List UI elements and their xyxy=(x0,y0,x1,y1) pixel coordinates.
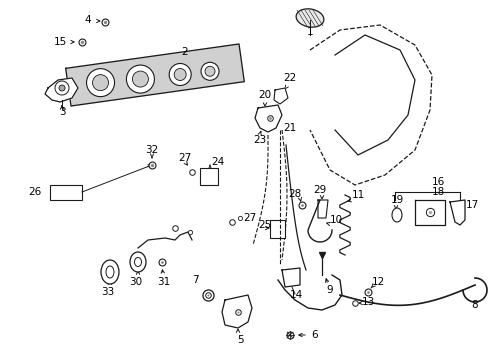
Text: 13: 13 xyxy=(361,297,374,307)
Text: 10: 10 xyxy=(329,215,342,225)
Text: 33: 33 xyxy=(101,287,114,297)
Text: 27: 27 xyxy=(178,153,191,163)
Polygon shape xyxy=(273,88,287,104)
Text: 4: 4 xyxy=(84,15,91,25)
Text: 9: 9 xyxy=(326,285,333,295)
Circle shape xyxy=(169,63,191,85)
Text: 22: 22 xyxy=(283,73,296,83)
Circle shape xyxy=(55,81,69,95)
Text: 19: 19 xyxy=(389,195,403,205)
Ellipse shape xyxy=(106,266,114,278)
Polygon shape xyxy=(317,200,327,218)
Circle shape xyxy=(86,69,114,96)
Circle shape xyxy=(201,62,219,80)
Text: 3: 3 xyxy=(59,107,65,117)
Text: 27: 27 xyxy=(243,213,256,223)
Text: 12: 12 xyxy=(370,277,384,287)
Text: 1: 1 xyxy=(306,27,313,37)
Text: 32: 32 xyxy=(145,145,158,155)
Polygon shape xyxy=(254,105,282,132)
Text: 14: 14 xyxy=(289,290,302,300)
Text: 24: 24 xyxy=(211,157,224,167)
Polygon shape xyxy=(50,185,82,200)
Text: 11: 11 xyxy=(351,190,364,200)
Polygon shape xyxy=(65,44,244,106)
Text: 16: 16 xyxy=(430,177,444,187)
Text: 28: 28 xyxy=(288,189,301,199)
Polygon shape xyxy=(45,78,78,102)
Polygon shape xyxy=(414,200,444,225)
Text: 25: 25 xyxy=(258,220,271,230)
Text: 2: 2 xyxy=(182,47,188,57)
Text: 5: 5 xyxy=(236,335,243,345)
Text: 31: 31 xyxy=(157,277,170,287)
Ellipse shape xyxy=(130,252,146,272)
Text: 20: 20 xyxy=(258,90,271,100)
Circle shape xyxy=(126,65,154,93)
Text: 6: 6 xyxy=(311,330,318,340)
Circle shape xyxy=(59,85,65,91)
Circle shape xyxy=(204,66,215,76)
Text: 30: 30 xyxy=(129,277,142,287)
Text: 21: 21 xyxy=(283,123,296,133)
Text: 8: 8 xyxy=(471,300,477,310)
Ellipse shape xyxy=(101,260,119,284)
Polygon shape xyxy=(282,268,299,287)
Text: 29: 29 xyxy=(313,185,326,195)
Text: 15: 15 xyxy=(53,37,66,47)
Text: 7: 7 xyxy=(191,275,198,285)
Polygon shape xyxy=(449,200,464,225)
Ellipse shape xyxy=(134,257,141,266)
Circle shape xyxy=(92,75,108,91)
Ellipse shape xyxy=(391,208,401,222)
Text: 17: 17 xyxy=(465,200,478,210)
Text: 18: 18 xyxy=(430,187,444,197)
Text: 26: 26 xyxy=(28,187,41,197)
Text: 23: 23 xyxy=(253,135,266,145)
Circle shape xyxy=(174,68,186,81)
Circle shape xyxy=(132,71,148,87)
Ellipse shape xyxy=(296,9,323,27)
Polygon shape xyxy=(269,220,285,238)
Polygon shape xyxy=(200,168,218,185)
Polygon shape xyxy=(222,295,251,328)
